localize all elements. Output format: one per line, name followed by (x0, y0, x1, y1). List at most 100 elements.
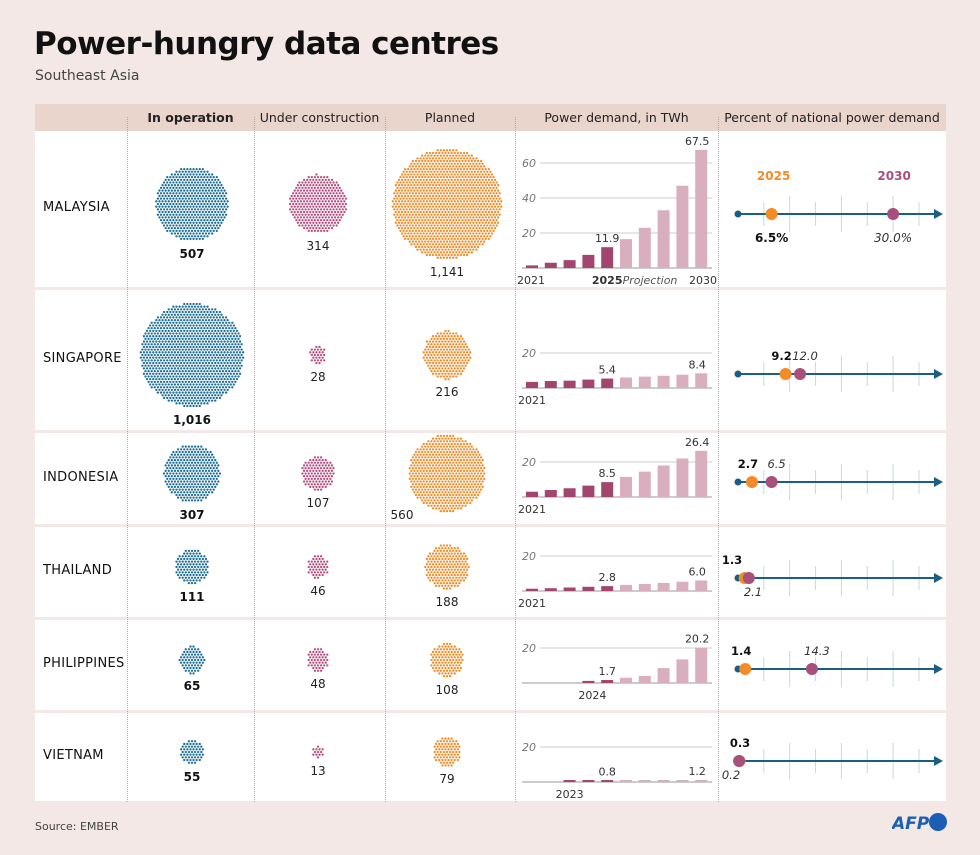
dot (466, 151, 469, 155)
dot (169, 348, 172, 351)
header-under-construction: Under construction (259, 110, 380, 125)
dot (218, 337, 222, 341)
dot (186, 372, 189, 375)
dot (159, 186, 163, 190)
dot (180, 485, 183, 489)
dot (405, 192, 408, 195)
dot (164, 469, 167, 472)
dot (448, 544, 452, 547)
dot (229, 329, 232, 332)
dot (448, 560, 452, 563)
dot (220, 194, 223, 198)
dot (192, 227, 195, 230)
dot (436, 353, 439, 357)
dot (448, 664, 452, 667)
dot (319, 477, 323, 481)
dot (450, 194, 453, 198)
dot (306, 464, 309, 467)
dot (193, 375, 197, 378)
dot (176, 324, 180, 327)
dot (170, 205, 174, 208)
dot (393, 213, 396, 216)
dot (323, 571, 326, 574)
dot (184, 364, 187, 367)
dot (427, 181, 430, 184)
dot (316, 218, 320, 222)
dot (456, 335, 459, 338)
dot (197, 571, 200, 574)
in-operation-dots (139, 302, 245, 408)
dot (214, 383, 217, 386)
dot (479, 159, 483, 163)
dot (442, 466, 446, 470)
dot (231, 321, 234, 324)
dot (321, 210, 324, 214)
dot (424, 483, 427, 486)
dot (430, 472, 433, 475)
dot (218, 310, 222, 314)
dot (176, 491, 180, 494)
dot (421, 499, 424, 502)
dot (186, 194, 189, 198)
dot (190, 213, 194, 216)
dot (455, 364, 458, 367)
dot (453, 372, 456, 375)
dot (295, 197, 298, 200)
dot (413, 469, 416, 472)
dot (461, 348, 464, 351)
dot (193, 499, 197, 502)
dot (190, 321, 194, 324)
dot (170, 345, 174, 349)
dot (391, 205, 394, 208)
dot (156, 316, 160, 319)
dot (307, 571, 310, 574)
dot (411, 456, 415, 459)
dot (456, 167, 459, 171)
dot (458, 240, 461, 243)
dot (436, 154, 439, 157)
dot (444, 351, 447, 354)
dot (169, 364, 172, 367)
dot (469, 491, 472, 494)
dot (193, 571, 197, 574)
dot (187, 391, 191, 394)
dot (321, 194, 324, 198)
year-label-first: 2024 (578, 689, 606, 702)
dot (416, 205, 419, 208)
dot (190, 327, 194, 330)
dot (441, 442, 444, 446)
dot (192, 388, 195, 392)
dot (211, 345, 214, 349)
dot (158, 356, 161, 359)
value-label-2025: 11.9 (595, 232, 620, 245)
dot (458, 549, 461, 553)
dot (321, 458, 324, 462)
dot (310, 197, 313, 200)
value-label-2030: 26.4 (685, 436, 710, 449)
dot (435, 243, 438, 246)
dot (306, 184, 309, 187)
dot (330, 210, 334, 214)
dot (450, 184, 453, 187)
dot (207, 216, 211, 219)
dot (200, 576, 203, 579)
dot (470, 181, 473, 184)
dot (223, 200, 226, 203)
dot (293, 189, 296, 192)
dot (288, 197, 292, 200)
planned-dots (430, 642, 464, 678)
marker-2030 (765, 476, 778, 488)
dot (329, 197, 332, 200)
dot (149, 378, 152, 381)
dot (223, 378, 226, 381)
dot (470, 218, 473, 222)
dot (433, 348, 436, 351)
bar-2026 (620, 239, 632, 268)
dot (193, 483, 197, 486)
dot (464, 159, 467, 163)
dot (306, 178, 309, 181)
dot (479, 181, 483, 184)
dot (195, 216, 198, 219)
dot (414, 456, 418, 459)
dot (209, 359, 212, 362)
